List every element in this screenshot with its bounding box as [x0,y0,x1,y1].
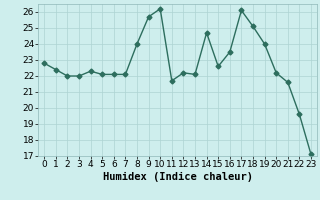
X-axis label: Humidex (Indice chaleur): Humidex (Indice chaleur) [103,172,252,182]
